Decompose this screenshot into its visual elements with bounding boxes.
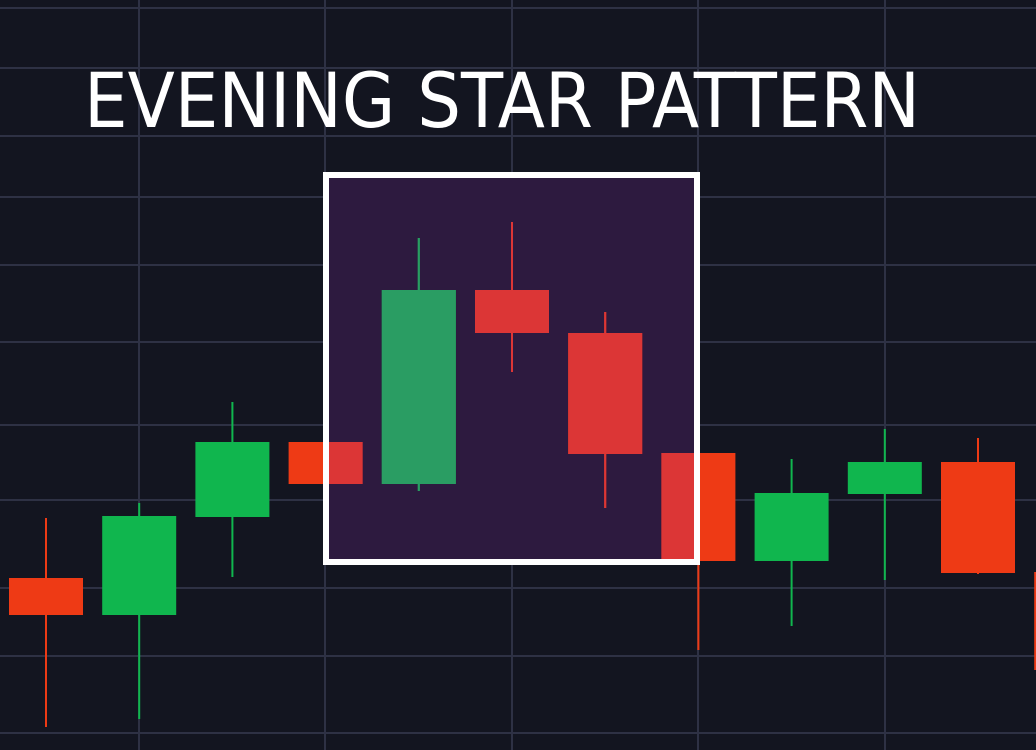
candle [102,503,177,719]
candle [195,402,270,577]
candle-body [195,442,270,517]
candle [326,442,363,484]
candle-body [661,453,697,561]
highlighted-candles [326,222,697,561]
candle-body [475,290,549,333]
candle [568,312,643,508]
candle [1034,572,1036,670]
candle [847,429,922,580]
candle-body [847,462,922,494]
candle-body [754,493,829,561]
candle-body [9,578,83,615]
candle-body [941,462,1015,573]
candle-body [1034,572,1036,670]
candle [381,238,456,491]
candle-body [381,290,456,484]
highlight-box-border [323,172,700,565]
candle [475,222,549,372]
candle-body [568,333,643,454]
candle-body [102,516,177,615]
candle [941,438,1015,574]
candle-body [326,442,363,484]
candle [754,459,829,626]
chart-title: EVENING STAR PATTERN [84,56,920,145]
candle [661,453,697,561]
candle [9,518,83,727]
